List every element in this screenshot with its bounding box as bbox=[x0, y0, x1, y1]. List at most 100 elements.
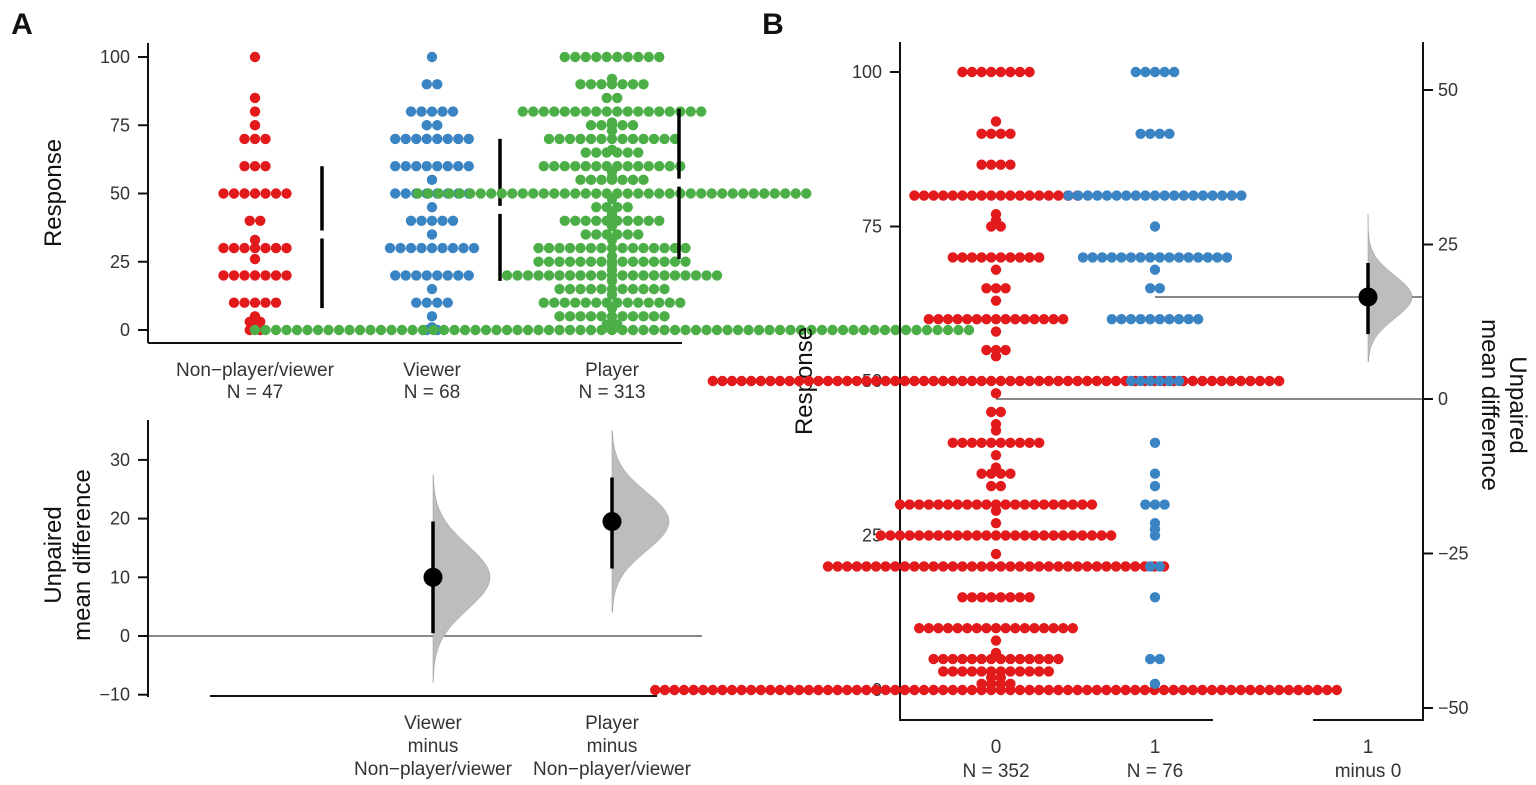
data-point bbox=[976, 437, 987, 448]
data-point bbox=[442, 270, 453, 281]
data-point bbox=[1005, 561, 1016, 572]
data-point bbox=[990, 264, 1002, 275]
data-point bbox=[575, 79, 586, 90]
data-point bbox=[1048, 623, 1059, 634]
data-point bbox=[918, 684, 930, 696]
data-point bbox=[1245, 375, 1256, 387]
data-point bbox=[432, 161, 443, 172]
data-point bbox=[928, 653, 939, 665]
data-point bbox=[1034, 561, 1045, 572]
data-point bbox=[570, 51, 581, 63]
data-point bbox=[554, 256, 565, 267]
data-point bbox=[861, 684, 872, 696]
data-point bbox=[963, 324, 975, 336]
data-point bbox=[1197, 190, 1209, 201]
data-point bbox=[938, 375, 949, 387]
data-point bbox=[1077, 252, 1089, 263]
data-point bbox=[554, 133, 565, 145]
data-point bbox=[622, 297, 633, 308]
y-axis-title: Response bbox=[40, 139, 67, 247]
data-point bbox=[1130, 684, 1141, 696]
data-point bbox=[260, 161, 271, 172]
data-point bbox=[538, 297, 549, 308]
y-tick-right-label: −25 bbox=[1438, 544, 1469, 564]
data-point bbox=[981, 623, 992, 634]
data-point bbox=[1226, 190, 1238, 201]
data-point bbox=[1053, 653, 1064, 665]
data-point bbox=[726, 684, 738, 696]
data-point bbox=[643, 106, 654, 117]
data-point bbox=[953, 324, 964, 336]
data-point bbox=[1029, 623, 1040, 634]
data-point bbox=[1106, 530, 1117, 541]
data-point bbox=[1038, 499, 1050, 510]
data-point bbox=[606, 193, 618, 205]
data-point bbox=[990, 425, 1002, 436]
data-point bbox=[1149, 221, 1161, 232]
data-point bbox=[465, 188, 476, 199]
data-point bbox=[1159, 499, 1170, 510]
data-point bbox=[1082, 684, 1093, 696]
data-point bbox=[1217, 190, 1228, 201]
data-point bbox=[995, 190, 1006, 201]
data-point bbox=[543, 324, 555, 336]
data-point bbox=[491, 324, 502, 336]
data-point bbox=[1212, 252, 1223, 263]
data-point bbox=[643, 188, 654, 199]
data-point bbox=[726, 375, 738, 387]
group-1 bbox=[1063, 66, 1247, 690]
data-point bbox=[995, 66, 1006, 78]
data-point bbox=[423, 188, 434, 199]
data-point bbox=[1183, 314, 1194, 325]
data-point bbox=[417, 324, 429, 336]
data-point bbox=[990, 351, 1002, 362]
data-point bbox=[680, 242, 691, 254]
data-point bbox=[659, 283, 670, 295]
data-point bbox=[249, 270, 261, 281]
data-point bbox=[1135, 314, 1146, 325]
data-point bbox=[421, 79, 432, 90]
data-point bbox=[1005, 684, 1016, 696]
data-point bbox=[426, 51, 438, 63]
data-point bbox=[633, 161, 644, 172]
data-point bbox=[654, 51, 665, 63]
data-point bbox=[947, 252, 958, 263]
data-point bbox=[421, 270, 432, 281]
data-point bbox=[218, 188, 229, 199]
data-point bbox=[1145, 653, 1156, 665]
comparison-label-line: minus bbox=[408, 736, 459, 757]
data-point bbox=[1058, 530, 1069, 541]
data-point bbox=[1149, 592, 1161, 603]
data-point bbox=[990, 326, 1002, 337]
data-point bbox=[880, 561, 891, 572]
y-tick-label: 100 bbox=[100, 47, 130, 67]
data-point bbox=[986, 221, 997, 232]
data-point bbox=[426, 201, 438, 213]
data-point bbox=[1135, 252, 1146, 263]
data-point bbox=[680, 256, 691, 267]
data-point bbox=[1014, 190, 1026, 201]
data-point bbox=[1048, 530, 1059, 541]
data-point bbox=[575, 242, 586, 254]
data-point bbox=[411, 297, 422, 308]
data-point bbox=[669, 684, 680, 696]
data-point bbox=[880, 375, 891, 387]
data-point bbox=[627, 283, 639, 295]
data-point bbox=[390, 188, 401, 199]
data-point bbox=[785, 324, 796, 336]
data-point bbox=[475, 188, 486, 199]
data-point bbox=[738, 188, 749, 199]
data-point bbox=[1005, 666, 1016, 677]
data-point bbox=[986, 66, 997, 78]
data-point bbox=[947, 666, 958, 677]
data-point bbox=[390, 161, 401, 172]
data-point bbox=[501, 324, 513, 336]
y-tick-label: 75 bbox=[862, 217, 882, 237]
comparison-label-line: Player bbox=[585, 713, 640, 734]
data-point bbox=[1091, 684, 1103, 696]
data-point bbox=[270, 297, 282, 308]
data-point bbox=[1038, 314, 1050, 325]
panel-label-b: B bbox=[762, 8, 784, 41]
data-point bbox=[400, 270, 411, 281]
